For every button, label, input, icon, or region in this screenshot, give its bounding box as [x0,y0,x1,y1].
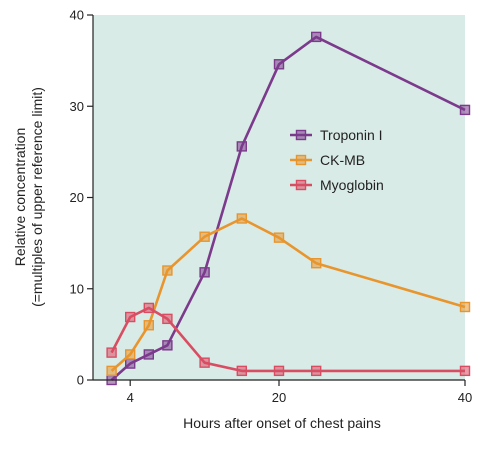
y-tick-label-10: 10 [70,281,84,296]
x-tick-label-40: 40 [458,390,472,405]
legend-marker-myoglobin [295,179,307,191]
data-point-troponin-i-2 [143,349,155,360]
data-point-myoglobin-1 [124,311,136,323]
data-point-troponin-i-5 [236,141,248,152]
x-tick-label-4: 4 [127,390,134,405]
legend-marker-ck-mb [295,154,307,166]
data-point-myoglobin-2 [143,302,155,314]
data-point-troponin-i-1 [124,358,136,369]
data-point-ck-mb-2 [143,320,155,331]
series-ck-mb [106,213,471,377]
data-point-troponin-i-7 [311,31,322,43]
data-point-myoglobin-3 [162,313,173,325]
data-point-troponin-i-3 [162,340,173,351]
data-point-troponin-i-6 [273,59,285,70]
y-tick-label-40: 40 [70,8,84,23]
plot-area [93,15,465,380]
y-tick-label-20: 20 [70,190,84,205]
data-point-ck-mb-7 [311,258,322,269]
data-point-ck-mb-6 [273,232,285,243]
data-point-myoglobin-4 [199,357,210,368]
y-tick-label-0: 0 [77,373,84,388]
x-tick-label-20: 20 [272,390,286,405]
legend-label-myoglobin: Myoglobin [320,177,384,193]
y-axis-title-line-2: (=multiples of upper reference limit) [29,87,45,307]
legend: Troponin I CK-MB Myoglobin [290,127,384,193]
x-axis-title: Hours after onset of chest pains [183,415,381,431]
data-point-myoglobin-6 [273,365,285,377]
data-point-ck-mb-3 [162,265,173,276]
series-myoglobin [106,302,471,377]
data-point-troponin-i-4 [199,267,210,278]
y-axis-title: Relative concentration (=multiples of up… [12,87,45,307]
data-point-myoglobin-0 [106,347,117,358]
data-point-myoglobin-7 [311,365,322,377]
data-point-troponin-i-8 [459,104,471,116]
data-point-myoglobin-5 [236,365,248,377]
legend-marker-troponin-i [295,129,307,141]
data-point-ck-mb-0 [106,365,117,377]
y-tick-label-30: 30 [70,99,84,114]
data-point-ck-mb-4 [199,231,210,242]
data-point-ck-mb-1 [124,349,136,360]
data-point-myoglobin-8 [459,365,471,377]
data-point-ck-mb-8 [459,301,471,313]
data-point-ck-mb-5 [236,213,248,224]
legend-label-troponin-i: Troponin I [320,127,383,143]
legend-label-ck-mb: CK-MB [320,152,365,168]
y-axis-title-line-1: Relative concentration [12,128,28,267]
